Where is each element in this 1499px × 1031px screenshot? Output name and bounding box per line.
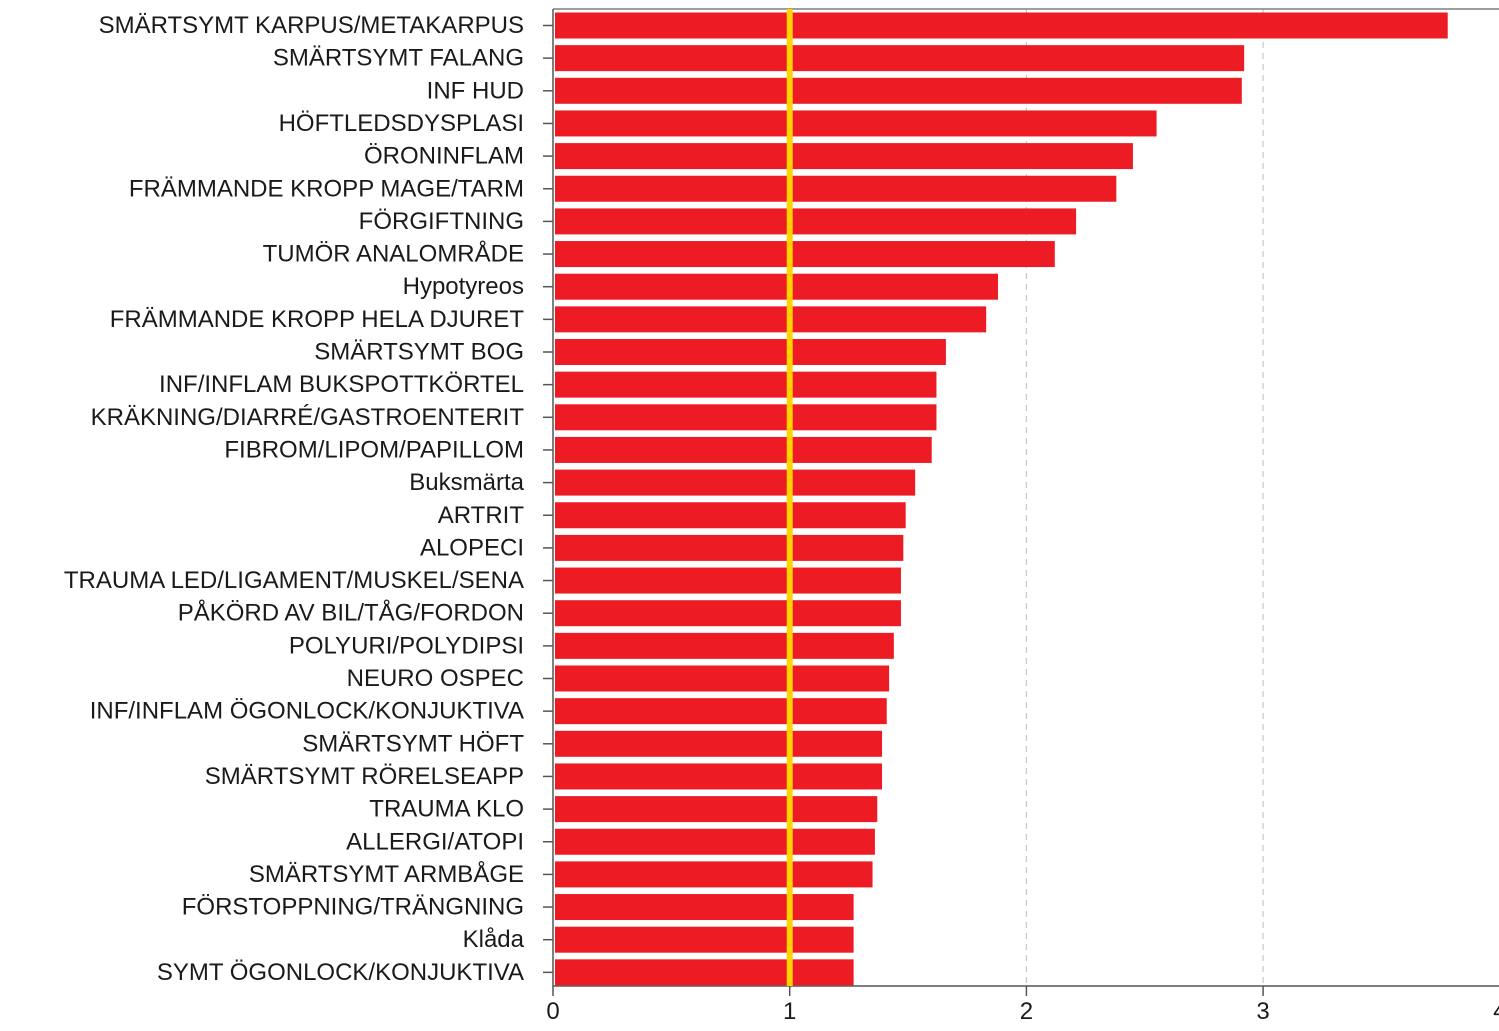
- bar: [555, 730, 883, 757]
- bar: [555, 665, 890, 692]
- bar: [555, 45, 1245, 72]
- bar: [555, 567, 901, 594]
- bar: [555, 241, 1055, 268]
- bar: [555, 404, 937, 431]
- category-label: INF HUD: [427, 77, 524, 104]
- bar: [555, 632, 894, 659]
- category-label: KRÄKNING/DIARRÉ/GASTROENTERIT: [91, 404, 525, 431]
- bar: [555, 273, 998, 300]
- category-label: TRAUMA LED/LIGAMENT/MUSKEL/SENA: [64, 567, 524, 594]
- bar: [555, 77, 1242, 104]
- x-tick-label: 0: [546, 998, 559, 1025]
- category-label: FÖRGIFTNING: [359, 208, 524, 235]
- category-label: SMÄRTSYMT FALANG: [273, 45, 524, 72]
- category-label: TRAUMA KLO: [369, 796, 524, 823]
- category-label: ÖRONINFLAM: [364, 143, 524, 170]
- category-label: SMÄRTSYMT BOG: [314, 339, 524, 366]
- bar: [555, 763, 883, 790]
- category-label: POLYURI/POLYDIPSI: [289, 632, 524, 659]
- x-tick-label: 3: [1256, 998, 1269, 1025]
- category-label: INF/INFLAM BUKSPOTTKÖRTEL: [159, 371, 524, 398]
- category-label: HÖFTLEDSDYSPLASI: [279, 110, 524, 137]
- bar: [555, 110, 1157, 137]
- bar: [555, 894, 854, 921]
- bar: [555, 796, 878, 823]
- category-label: SYMT ÖGONLOCK/KONJUKTIVA: [157, 959, 524, 986]
- category-label: FRÄMMANDE KROPP HELA DJURET: [110, 306, 525, 333]
- category-label: Klåda: [463, 926, 525, 953]
- x-tick-label: 1: [783, 998, 796, 1025]
- category-label: Buksmärta: [409, 469, 524, 496]
- category-label: Hypotyreos: [403, 273, 524, 300]
- bar: [555, 534, 904, 561]
- category-label: INF/INFLAM ÖGONLOCK/KONJUKTIVA: [90, 698, 524, 725]
- bar: [555, 502, 906, 529]
- bar: [555, 12, 1448, 39]
- category-label: SMÄRTSYMT HÖFT: [302, 730, 524, 757]
- category-label: PÅKÖRD AV BIL/TÅG/FORDON: [178, 599, 524, 627]
- category-label: ARTRIT: [438, 502, 525, 529]
- bar: [555, 306, 987, 333]
- category-label: SMÄRTSYMT ARMBÅGE: [249, 860, 524, 888]
- category-label: FIBROM/LIPOM/PAPILLOM: [224, 436, 524, 463]
- bar: [555, 436, 932, 463]
- bar: [555, 828, 875, 855]
- category-label: NEURO OSPEC: [347, 665, 524, 692]
- x-tick-label: 4: [1493, 998, 1499, 1025]
- bar: [555, 469, 916, 496]
- bar: [555, 208, 1077, 235]
- bar: [555, 959, 854, 986]
- category-label: FRÄMMANDE KROPP MAGE/TARM: [129, 175, 524, 202]
- bar: [555, 175, 1117, 202]
- bar: [555, 339, 946, 365]
- category-label: FÖRSTOPPNING/TRÄNGNING: [182, 894, 524, 921]
- bar: [555, 143, 1133, 170]
- category-label: ALLERGI/ATOPI: [346, 828, 524, 855]
- bar: [555, 698, 887, 725]
- bar: [555, 861, 873, 888]
- bar: [555, 371, 937, 398]
- category-label: ALOPECI: [420, 534, 524, 561]
- category-label: SMÄRTSYMT KARPUS/METAKARPUS: [99, 12, 524, 39]
- category-label: TUMÖR ANALOMRÅDE: [263, 240, 524, 268]
- x-tick-label: 2: [1020, 998, 1033, 1025]
- bar: [555, 926, 854, 953]
- category-label: SMÄRTSYMT RÖRELSEAPP: [205, 763, 524, 790]
- bar: [555, 600, 901, 627]
